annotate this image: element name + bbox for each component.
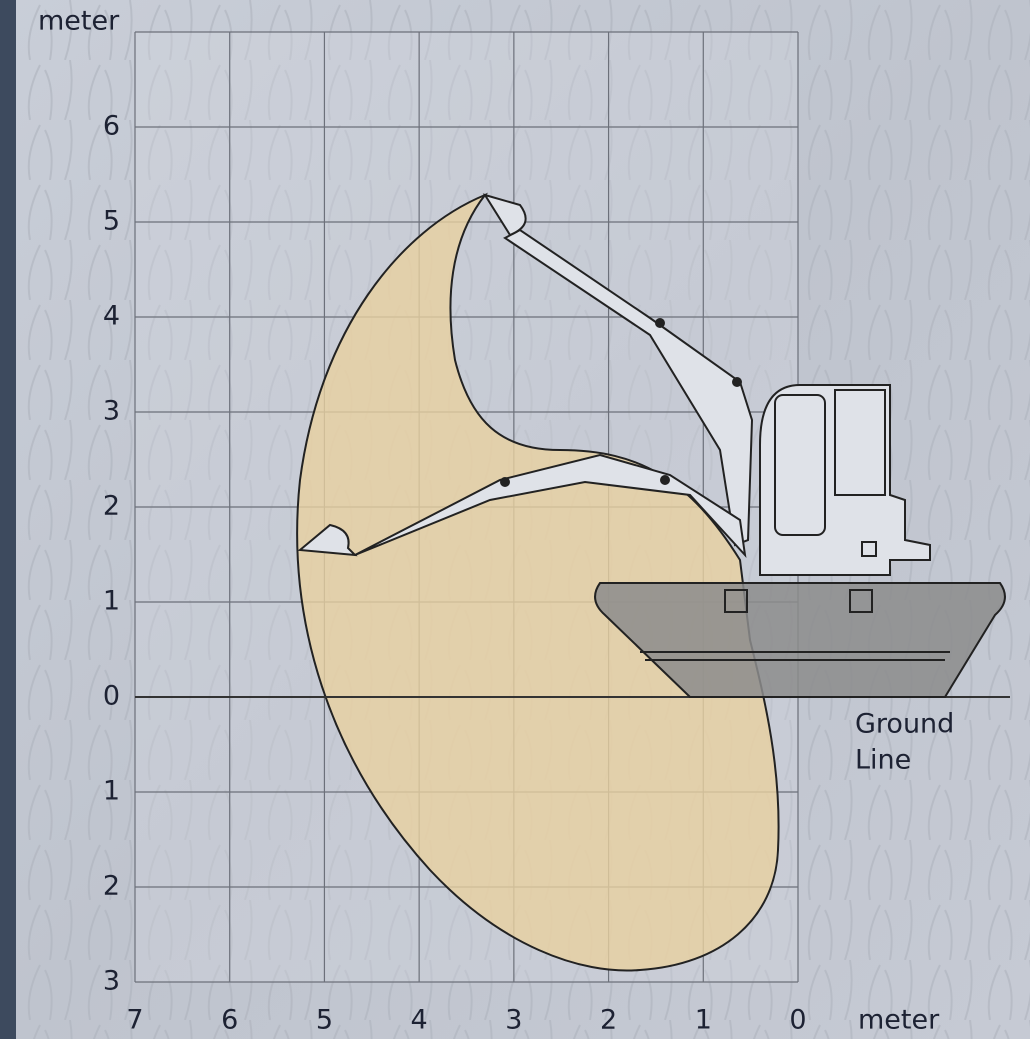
ground-line-label: Line bbox=[855, 745, 911, 776]
y-tick-label: 2 bbox=[103, 871, 120, 902]
x-tick-label: 5 bbox=[316, 1005, 333, 1036]
y-tick-label: 1 bbox=[103, 776, 120, 807]
y-tick-label: 2 bbox=[103, 491, 120, 522]
ground-line-label: Ground bbox=[855, 709, 954, 740]
y-axis-unit: meter bbox=[38, 6, 120, 37]
y-tick-label: 3 bbox=[103, 396, 120, 427]
y-tick-label: 1 bbox=[103, 586, 120, 617]
x-tick-label: 4 bbox=[411, 1005, 428, 1036]
excavator bbox=[297, 193, 1006, 698]
x-tick-label: 6 bbox=[221, 1005, 238, 1036]
y-tick-label: 6 bbox=[103, 111, 120, 142]
x-tick-label: 2 bbox=[600, 1005, 617, 1036]
y-tick-label: 4 bbox=[103, 301, 120, 332]
x-tick-label: 3 bbox=[505, 1005, 522, 1036]
y-tick-label: 3 bbox=[103, 966, 120, 997]
y-tick-label: 5 bbox=[103, 206, 120, 237]
left-edge bbox=[0, 0, 16, 1039]
y-tick-label: 0 bbox=[103, 681, 120, 712]
x-tick-label: 1 bbox=[695, 1005, 712, 1036]
x-tick-label: 0 bbox=[789, 1005, 806, 1036]
x-axis-unit: meter bbox=[858, 1005, 940, 1036]
x-tick-label: 7 bbox=[126, 1005, 143, 1036]
working-range bbox=[296, 192, 780, 972]
